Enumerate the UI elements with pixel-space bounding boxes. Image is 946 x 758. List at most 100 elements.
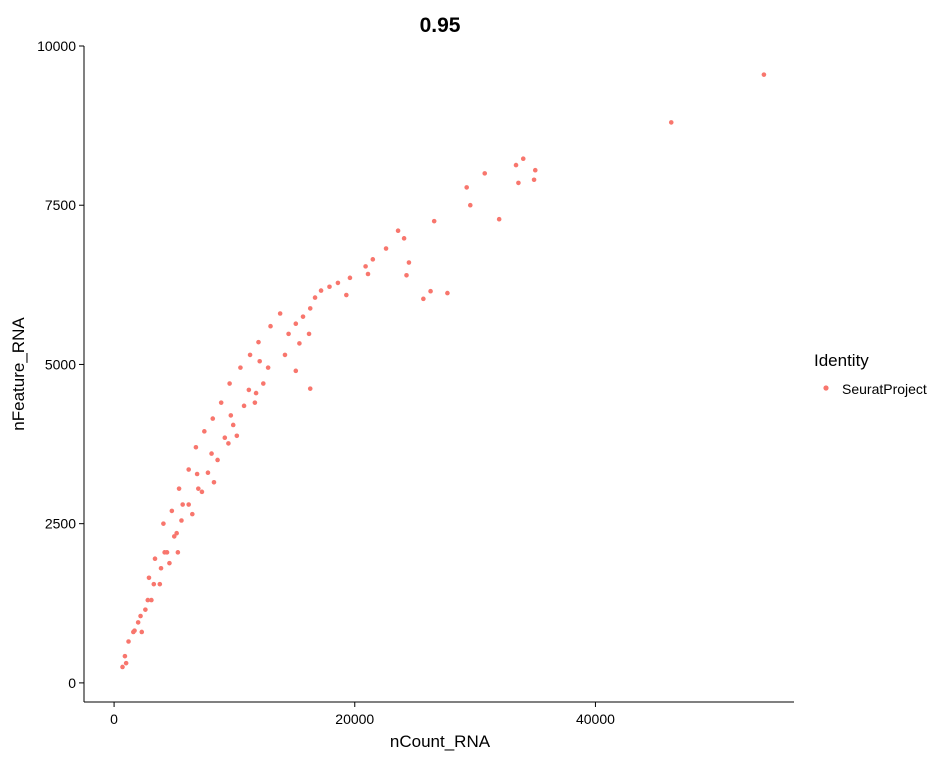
- data-point: [312, 295, 318, 300]
- data-point: [401, 236, 407, 241]
- data-point: [307, 306, 313, 311]
- x-tick-label: 40000: [576, 711, 615, 727]
- data-point: [210, 416, 216, 421]
- data-point: [180, 502, 185, 507]
- data-point: [218, 400, 224, 405]
- data-point: [306, 331, 312, 337]
- data-point: [175, 550, 181, 555]
- y-ticks: 0 2500 5000 7500 10000: [37, 38, 84, 691]
- data-point: [211, 479, 217, 485]
- data-point: [226, 441, 231, 446]
- data-point: [126, 639, 131, 644]
- data-point: [190, 511, 195, 517]
- data-point: [532, 167, 538, 173]
- data-point: [467, 202, 473, 208]
- y-tick-label: 10000: [37, 38, 76, 54]
- data-point: [196, 486, 201, 491]
- plot-title: 0.95: [420, 14, 461, 37]
- y-tick-label: 0: [68, 675, 76, 691]
- data-point: [222, 435, 228, 440]
- data-point: [227, 381, 232, 386]
- y-tick-label: 2500: [45, 516, 76, 532]
- data-point: [404, 272, 409, 278]
- data-point: [158, 565, 164, 571]
- data-point: [307, 386, 313, 391]
- data-point: [252, 400, 258, 405]
- data-point: [146, 575, 152, 581]
- y-tick-label: 7500: [45, 197, 76, 213]
- data-point: [347, 275, 353, 281]
- data-point: [344, 292, 349, 298]
- data-point: [383, 246, 389, 251]
- data-point: [157, 581, 163, 587]
- data-point: [327, 284, 332, 290]
- data-point: [445, 290, 450, 296]
- data-point: [365, 271, 371, 277]
- data-point: [431, 218, 437, 224]
- data-point: [277, 311, 283, 316]
- data-point: [261, 381, 266, 386]
- data-point: [395, 228, 401, 233]
- data-point: [174, 530, 179, 536]
- data-point: [138, 613, 143, 619]
- data-point: [209, 451, 214, 456]
- data-point: [268, 323, 273, 329]
- data-point: [363, 264, 368, 269]
- data-point: [186, 502, 191, 507]
- data-point: [464, 185, 469, 190]
- data-point: [297, 341, 302, 346]
- data-point: [513, 162, 519, 168]
- points-layer: [120, 72, 767, 670]
- data-point: [171, 534, 177, 539]
- data-point: [123, 660, 129, 666]
- legend: Identity SeuratProject: [814, 351, 927, 397]
- data-point: [761, 72, 767, 77]
- data-point: [194, 471, 200, 477]
- data-point: [215, 457, 220, 463]
- data-point: [668, 120, 674, 125]
- data-point: [421, 296, 426, 302]
- y-axis-title: nFeature_RNA: [9, 317, 28, 431]
- data-point: [120, 664, 125, 670]
- data-point: [234, 433, 240, 439]
- data-point: [230, 422, 236, 428]
- data-point: [286, 331, 291, 337]
- data-point: [482, 171, 488, 176]
- data-point: [247, 352, 253, 358]
- data-point: [193, 444, 199, 450]
- data-point: [228, 413, 234, 418]
- data-point: [169, 508, 175, 514]
- data-point: [370, 257, 376, 262]
- data-point: [186, 467, 191, 472]
- x-ticks: 0 20000 40000: [110, 702, 615, 727]
- x-tick-label: 20000: [335, 711, 374, 727]
- data-point: [253, 390, 259, 396]
- data-point: [122, 653, 128, 659]
- data-point: [516, 180, 521, 186]
- data-point: [143, 607, 148, 612]
- data-point: [167, 560, 172, 566]
- data-point: [205, 470, 211, 476]
- data-point: [145, 597, 151, 603]
- data-point: [531, 177, 537, 183]
- data-point: [406, 260, 412, 265]
- data-point: [256, 339, 261, 345]
- data-point: [241, 403, 247, 409]
- data-point: [152, 556, 158, 561]
- data-point: [293, 321, 299, 326]
- data-point: [520, 156, 526, 162]
- legend-title: Identity: [814, 351, 869, 370]
- data-point: [202, 429, 207, 434]
- data-point: [428, 288, 433, 294]
- data-point: [199, 489, 205, 495]
- legend-label: SeuratProject: [842, 381, 927, 397]
- data-point: [179, 518, 184, 523]
- data-point: [238, 365, 243, 370]
- data-point: [139, 629, 145, 635]
- data-point: [161, 521, 166, 526]
- data-point: [293, 368, 299, 374]
- data-point: [335, 280, 341, 286]
- data-point: [318, 288, 324, 293]
- data-point: [149, 597, 154, 603]
